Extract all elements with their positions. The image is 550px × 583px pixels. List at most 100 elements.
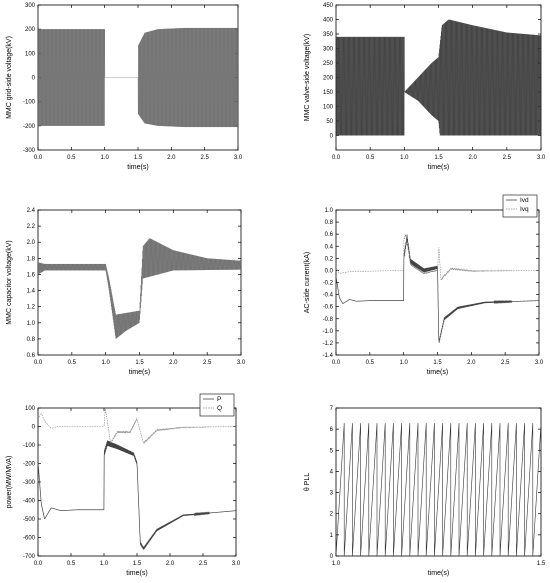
x-tick-label: 1.5: [134, 155, 143, 161]
y-tick-label: 100: [25, 51, 36, 57]
x-tick-label: 0.0: [34, 561, 43, 567]
x-tick-label: 2.5: [199, 561, 208, 567]
y-tick-label: 0.2: [325, 256, 334, 262]
x-tick-label: 2.0: [169, 360, 178, 366]
y-tick-label: -300: [23, 148, 36, 154]
series-line: [38, 27, 238, 128]
y-tick-label: -0.8: [323, 317, 334, 323]
y-tick-label: 200: [25, 27, 36, 33]
y-tick-label: 450: [323, 3, 334, 9]
plot-frame: [335, 407, 542, 557]
x-tick-label: 2.0: [467, 360, 476, 366]
x-tick-label: 0.0: [34, 155, 43, 161]
x-axis-label: time(s): [428, 164, 449, 171]
x-tick-label: 1.0: [332, 561, 341, 567]
x-tick-label: 2.0: [167, 155, 176, 161]
y-tick-label: 1.8: [27, 256, 36, 262]
x-tick-label: 2.5: [200, 155, 209, 161]
y-tick-label: 2.2: [27, 224, 36, 230]
y-tick-label: -1.4: [323, 353, 334, 359]
y-tick-label: -1.2: [323, 341, 334, 347]
y-tick-label: 350: [323, 32, 334, 38]
x-tick-label: 0.5: [67, 155, 76, 161]
y-tick-label: 0.4: [325, 244, 334, 250]
y-tick-label: -700: [23, 554, 36, 560]
y-tick-label: -0.2: [323, 281, 334, 287]
y-axis-label: θ PLL: [304, 473, 311, 491]
x-tick-label: 1.5: [433, 360, 442, 366]
legend: PQ: [199, 393, 235, 417]
plot-frame: [37, 407, 237, 557]
y-tick-label: 50: [326, 119, 333, 125]
legend-label: P: [217, 396, 221, 403]
x-tick-label: 0.5: [67, 561, 76, 567]
x-tick-label: 2.5: [503, 155, 512, 161]
y-axis-label: AC-side current(kA): [304, 252, 311, 313]
x-axis-label: time(s): [126, 570, 147, 577]
x-tick-label: 1.0: [399, 360, 408, 366]
x-tick-label: 1.0: [101, 360, 110, 366]
y-tick-label: 400: [323, 18, 334, 24]
x-tick-label: 3.0: [537, 155, 546, 161]
x-tick-label: 1.0: [100, 155, 109, 161]
y-tick-label: -0.6: [323, 305, 334, 311]
y-tick-label: 7: [330, 406, 334, 412]
y-tick-label: 0: [330, 134, 334, 140]
y-tick-label: 0.6: [27, 353, 36, 359]
series-line-Ivd: [336, 234, 539, 343]
x-tick-label: 2.0: [468, 155, 477, 161]
y-tick-label: -400: [23, 499, 36, 505]
panel-valve-voltage: 0.0 0.5 1.0 1.5 2.0 2.5 3.0 0 50 100 150 200 250 300 3…: [304, 3, 546, 171]
panel-ac-current: 0.0 0.5 1.0 1.5 2.0 2.5 3.0 -1.4 -1.2 -1.0 -0.8 -0.…: [304, 194, 544, 376]
y-tick-label: 300: [323, 47, 334, 53]
y-tick-label: 300: [25, 3, 36, 9]
x-tick-label: 3.0: [535, 360, 544, 366]
y-tick-label: 5: [330, 448, 334, 454]
y-tick-label: 200: [323, 76, 334, 82]
x-tick-label: 0.5: [366, 155, 375, 161]
plot-area: [336, 19, 541, 136]
legend: Ivd Ivq: [502, 194, 538, 218]
panel-theta-pll: 1.0 1.5 0 1 2 3 4 5 6 7 time(s) θ PLL: [304, 406, 546, 577]
legend-label: Q: [217, 405, 222, 412]
x-axis-label: time(s): [428, 570, 449, 577]
y-tick-label: 1.0: [325, 208, 334, 214]
series-line: [336, 19, 541, 136]
series-line-P: [38, 440, 236, 550]
x-tick-label: 0.5: [366, 360, 375, 366]
y-tick-label: 150: [323, 90, 334, 96]
series-line-θ PLL: [336, 423, 541, 556]
y-tick-label: 100: [323, 105, 334, 111]
panel-grid-voltage: 0.0 0.5 1.0 1.5 2.0 2.5 3.0 -300 -200 -100 0 100 200…: [6, 3, 243, 171]
y-axis-label: MMC capacitor voltage(kV): [6, 240, 13, 324]
y-tick-label: 1.2: [27, 305, 36, 311]
y-tick-label: 2.0: [27, 240, 36, 246]
y-tick-label: 0: [32, 76, 36, 82]
y-tick-label: 1: [330, 533, 334, 539]
y-tick-label: 1.4: [27, 289, 36, 295]
plot-area: [38, 238, 241, 339]
legend-label: Ivq: [520, 206, 529, 213]
panel-power: 0.0 0.5 1.0 1.5 2.0 2.5 3.0 -700 -600 -500 -400 -30…: [6, 393, 241, 577]
y-tick-label: 1.0: [27, 321, 36, 327]
x-tick-label: 1.5: [135, 360, 144, 366]
legend-label: Ivd: [520, 197, 529, 204]
x-tick-label: 1.0: [400, 155, 409, 161]
x-tick-label: 1.5: [133, 561, 142, 567]
legend-box: [199, 393, 235, 417]
x-tick-label: 3.0: [232, 561, 241, 567]
y-tick-label: -200: [23, 462, 36, 468]
plot-area: [336, 423, 541, 556]
y-tick-label: 100: [25, 406, 36, 412]
y-tick-label: 0.8: [27, 337, 36, 343]
y-tick-label: 2.4: [27, 208, 36, 214]
series-line-Ivq: [336, 234, 539, 281]
plot-area: [38, 27, 238, 128]
x-tick-label: 1.0: [100, 561, 109, 567]
y-tick-label: 0.8: [325, 220, 334, 226]
y-tick-label: 0: [330, 554, 334, 560]
x-tick-label: 0.0: [332, 155, 341, 161]
y-tick-label: 250: [323, 61, 334, 67]
x-tick-label: 2.5: [203, 360, 212, 366]
